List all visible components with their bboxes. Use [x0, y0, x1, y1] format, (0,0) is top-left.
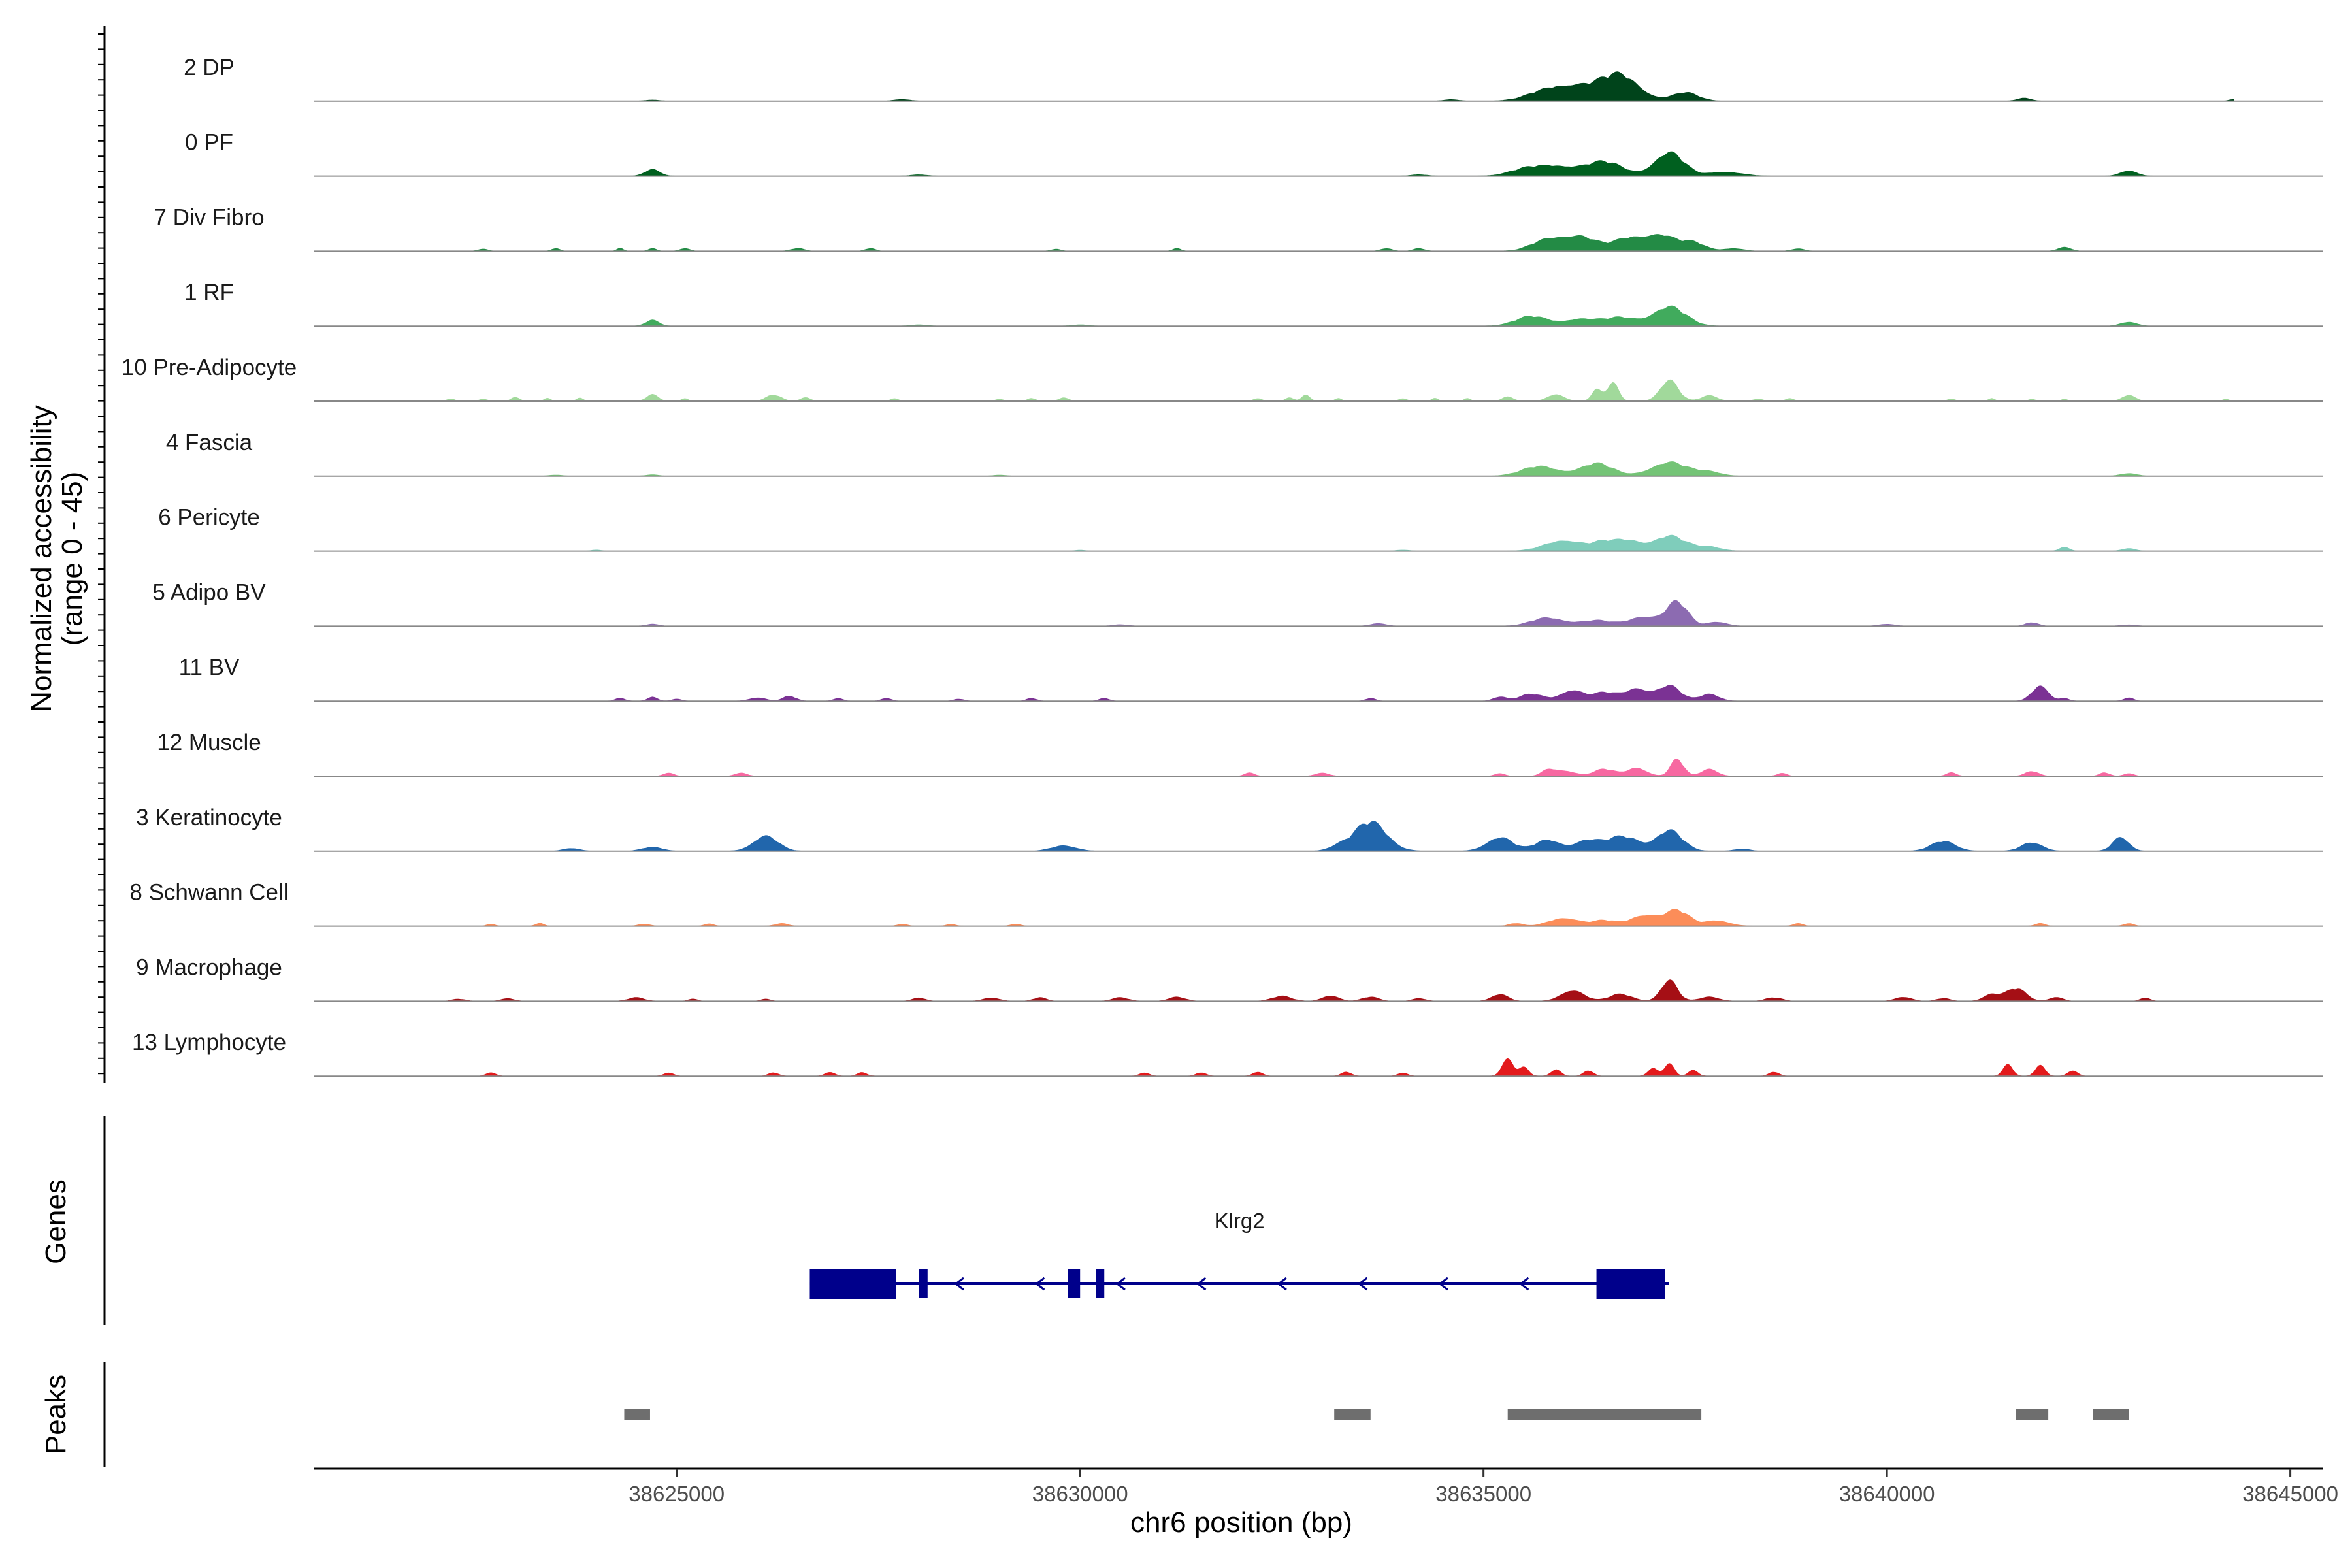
x-axis-title: chr6 position (bp) [1130, 1507, 1352, 1539]
x-tick-label: 38625000 [629, 1482, 725, 1506]
track-label: 12 Muscle [157, 730, 261, 755]
gene-exon [1596, 1269, 1665, 1299]
gene-exon [1096, 1269, 1105, 1298]
strand-arrow [1115, 1277, 1126, 1291]
track-13-lymphocyte: 13 Lymphocyte [132, 1030, 2323, 1077]
track-label: 3 Keratinocyte [136, 805, 282, 830]
track-label: 10 Pre-Adipocyte [122, 355, 297, 380]
track-3-keratinocyte: 3 Keratinocyte [136, 805, 2323, 852]
x-tick-label: 38630000 [1032, 1482, 1128, 1506]
y-axis-title: Normalized accessibility (range 0 - 45) [25, 405, 88, 711]
coverage-area [314, 151, 2234, 177]
track-label: 13 Lymphocyte [132, 1030, 286, 1055]
coverage-area [314, 234, 2234, 252]
coverage-area [314, 685, 2234, 702]
track-10-pre-adipocyte: 10 Pre-Adipocyte [122, 355, 2323, 402]
track-label: 4 Fascia [166, 430, 253, 455]
y-axis [98, 26, 106, 1083]
peaks-panel-title: Peaks [40, 1375, 72, 1454]
coverage-area [314, 1058, 2234, 1077]
gene-exon [919, 1269, 928, 1298]
strand-arrow [1034, 1277, 1045, 1291]
x-axis: 38625000 38630000 38635000 38640000 38645000 [314, 1467, 2338, 1506]
coverage-area [314, 979, 2234, 1002]
strand-arrow [1438, 1277, 1448, 1291]
track-0-pf: 0 PF [185, 130, 2323, 177]
track-label: 5 Adipo BV [152, 580, 266, 605]
coverage-tracks: 2 DP 0 PF 7 Div Fibro 1 RF 10 Pre-Adipocyte 4… [122, 55, 2323, 1077]
peak-region [2016, 1409, 2049, 1420]
peak-region [1334, 1409, 1371, 1420]
gene-name-label: Klrg2 [1215, 1209, 1265, 1233]
coverage-area [314, 759, 2234, 777]
strand-arrow [1277, 1277, 1287, 1291]
track-label: 1 RF [184, 280, 234, 305]
track-label: 6 Pericyte [158, 505, 260, 531]
track-1-rf: 1 RF [184, 280, 2323, 327]
y-axis-title-line2: (range 0 - 45) [56, 472, 88, 646]
strand-arrow [1518, 1277, 1529, 1291]
peak-track [624, 1409, 2129, 1420]
x-tick-label: 38640000 [1839, 1482, 1935, 1506]
track-12-muscle: 12 Muscle [157, 730, 2323, 777]
y-axis-title-line1: Normalized accessibility [25, 405, 57, 711]
coverage-area [314, 600, 2234, 627]
coverage-area [314, 909, 2234, 927]
strand-arrow [1196, 1277, 1207, 1291]
track-label: 9 Macrophage [136, 955, 282, 980]
strand-arrow [1357, 1277, 1368, 1291]
track-label: 7 Div Fibro [154, 204, 264, 230]
track-label: 2 DP [184, 55, 235, 80]
peak-region [1507, 1409, 1702, 1420]
track-5-adipo-bv: 5 Adipo BV [152, 580, 2323, 627]
coverage-area [314, 305, 2234, 327]
peak-region [2093, 1409, 2129, 1420]
track-6-pericyte: 6 Pericyte [158, 505, 2323, 552]
genes-panel-title: Genes [40, 1179, 72, 1264]
track-4-fascia: 4 Fascia [166, 430, 2323, 477]
track-9-macrophage: 9 Macrophage [136, 955, 2323, 1002]
x-tick-label: 38645000 [2242, 1482, 2338, 1506]
track-label: 11 BV [179, 655, 240, 680]
track-2-dp: 2 DP [184, 55, 2323, 102]
coverage-area [314, 71, 2234, 102]
gene-exon [809, 1269, 896, 1299]
x-tick-label: 38635000 [1435, 1482, 1531, 1506]
track-label: 0 PF [185, 130, 233, 155]
coverage-area [314, 461, 2234, 477]
track-11-bv: 11 BV [179, 655, 2323, 702]
gene-track: Klrg2 [809, 1209, 1669, 1299]
coverage-area [314, 821, 2234, 852]
coverage-area [314, 379, 2234, 402]
gene-exon [1068, 1269, 1081, 1298]
track-8-schwann-cell: 8 Schwann Cell [129, 880, 2323, 927]
track-label: 8 Schwann Cell [129, 880, 288, 906]
coverage-area [314, 534, 2234, 552]
strand-arrow [954, 1277, 964, 1291]
track-7-div-fibro: 7 Div Fibro [154, 204, 2323, 252]
peak-region [624, 1409, 650, 1420]
